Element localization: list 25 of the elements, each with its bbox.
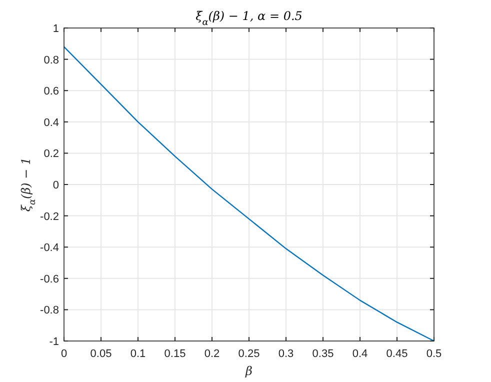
y-tick-label: 0.2 [44,148,59,160]
y-tick-label: -0.2 [40,210,59,223]
x-tick-label: 0.3 [278,348,294,360]
y-tick-label: -1 [49,336,59,348]
x-tick-label: 0 [60,348,68,360]
x-tick-label: 0.2 [204,348,220,360]
x-tick-label: 0.05 [90,348,112,360]
x-tick-label: 0.45 [386,348,408,360]
line-series [63,46,435,342]
y-tick-label: 0.4 [44,116,59,129]
x-tick-label: 0.4 [352,348,368,360]
y-tick-label: -0.4 [40,242,59,254]
y-tick-label: 0.6 [44,86,59,98]
y-tick-label: 1 [52,23,59,35]
x-axis-title: β [244,364,253,378]
x-tick-label: 0.1 [130,348,146,360]
y-tick-label: -0.6 [40,273,59,286]
y-tick-label: -0.8 [40,304,59,317]
x-tick-label: 0.25 [238,348,260,360]
x-tick-label: 0.5 [426,348,442,360]
y-tick-label: 0 [52,180,59,192]
chart-title: ξ$_{α}$(β) − 1, α = 0.5 [196,9,302,28]
x-tick-label: 0.15 [164,348,186,360]
y-tick-label: 0.8 [44,54,59,66]
x-tick-label: 0.35 [312,348,334,360]
